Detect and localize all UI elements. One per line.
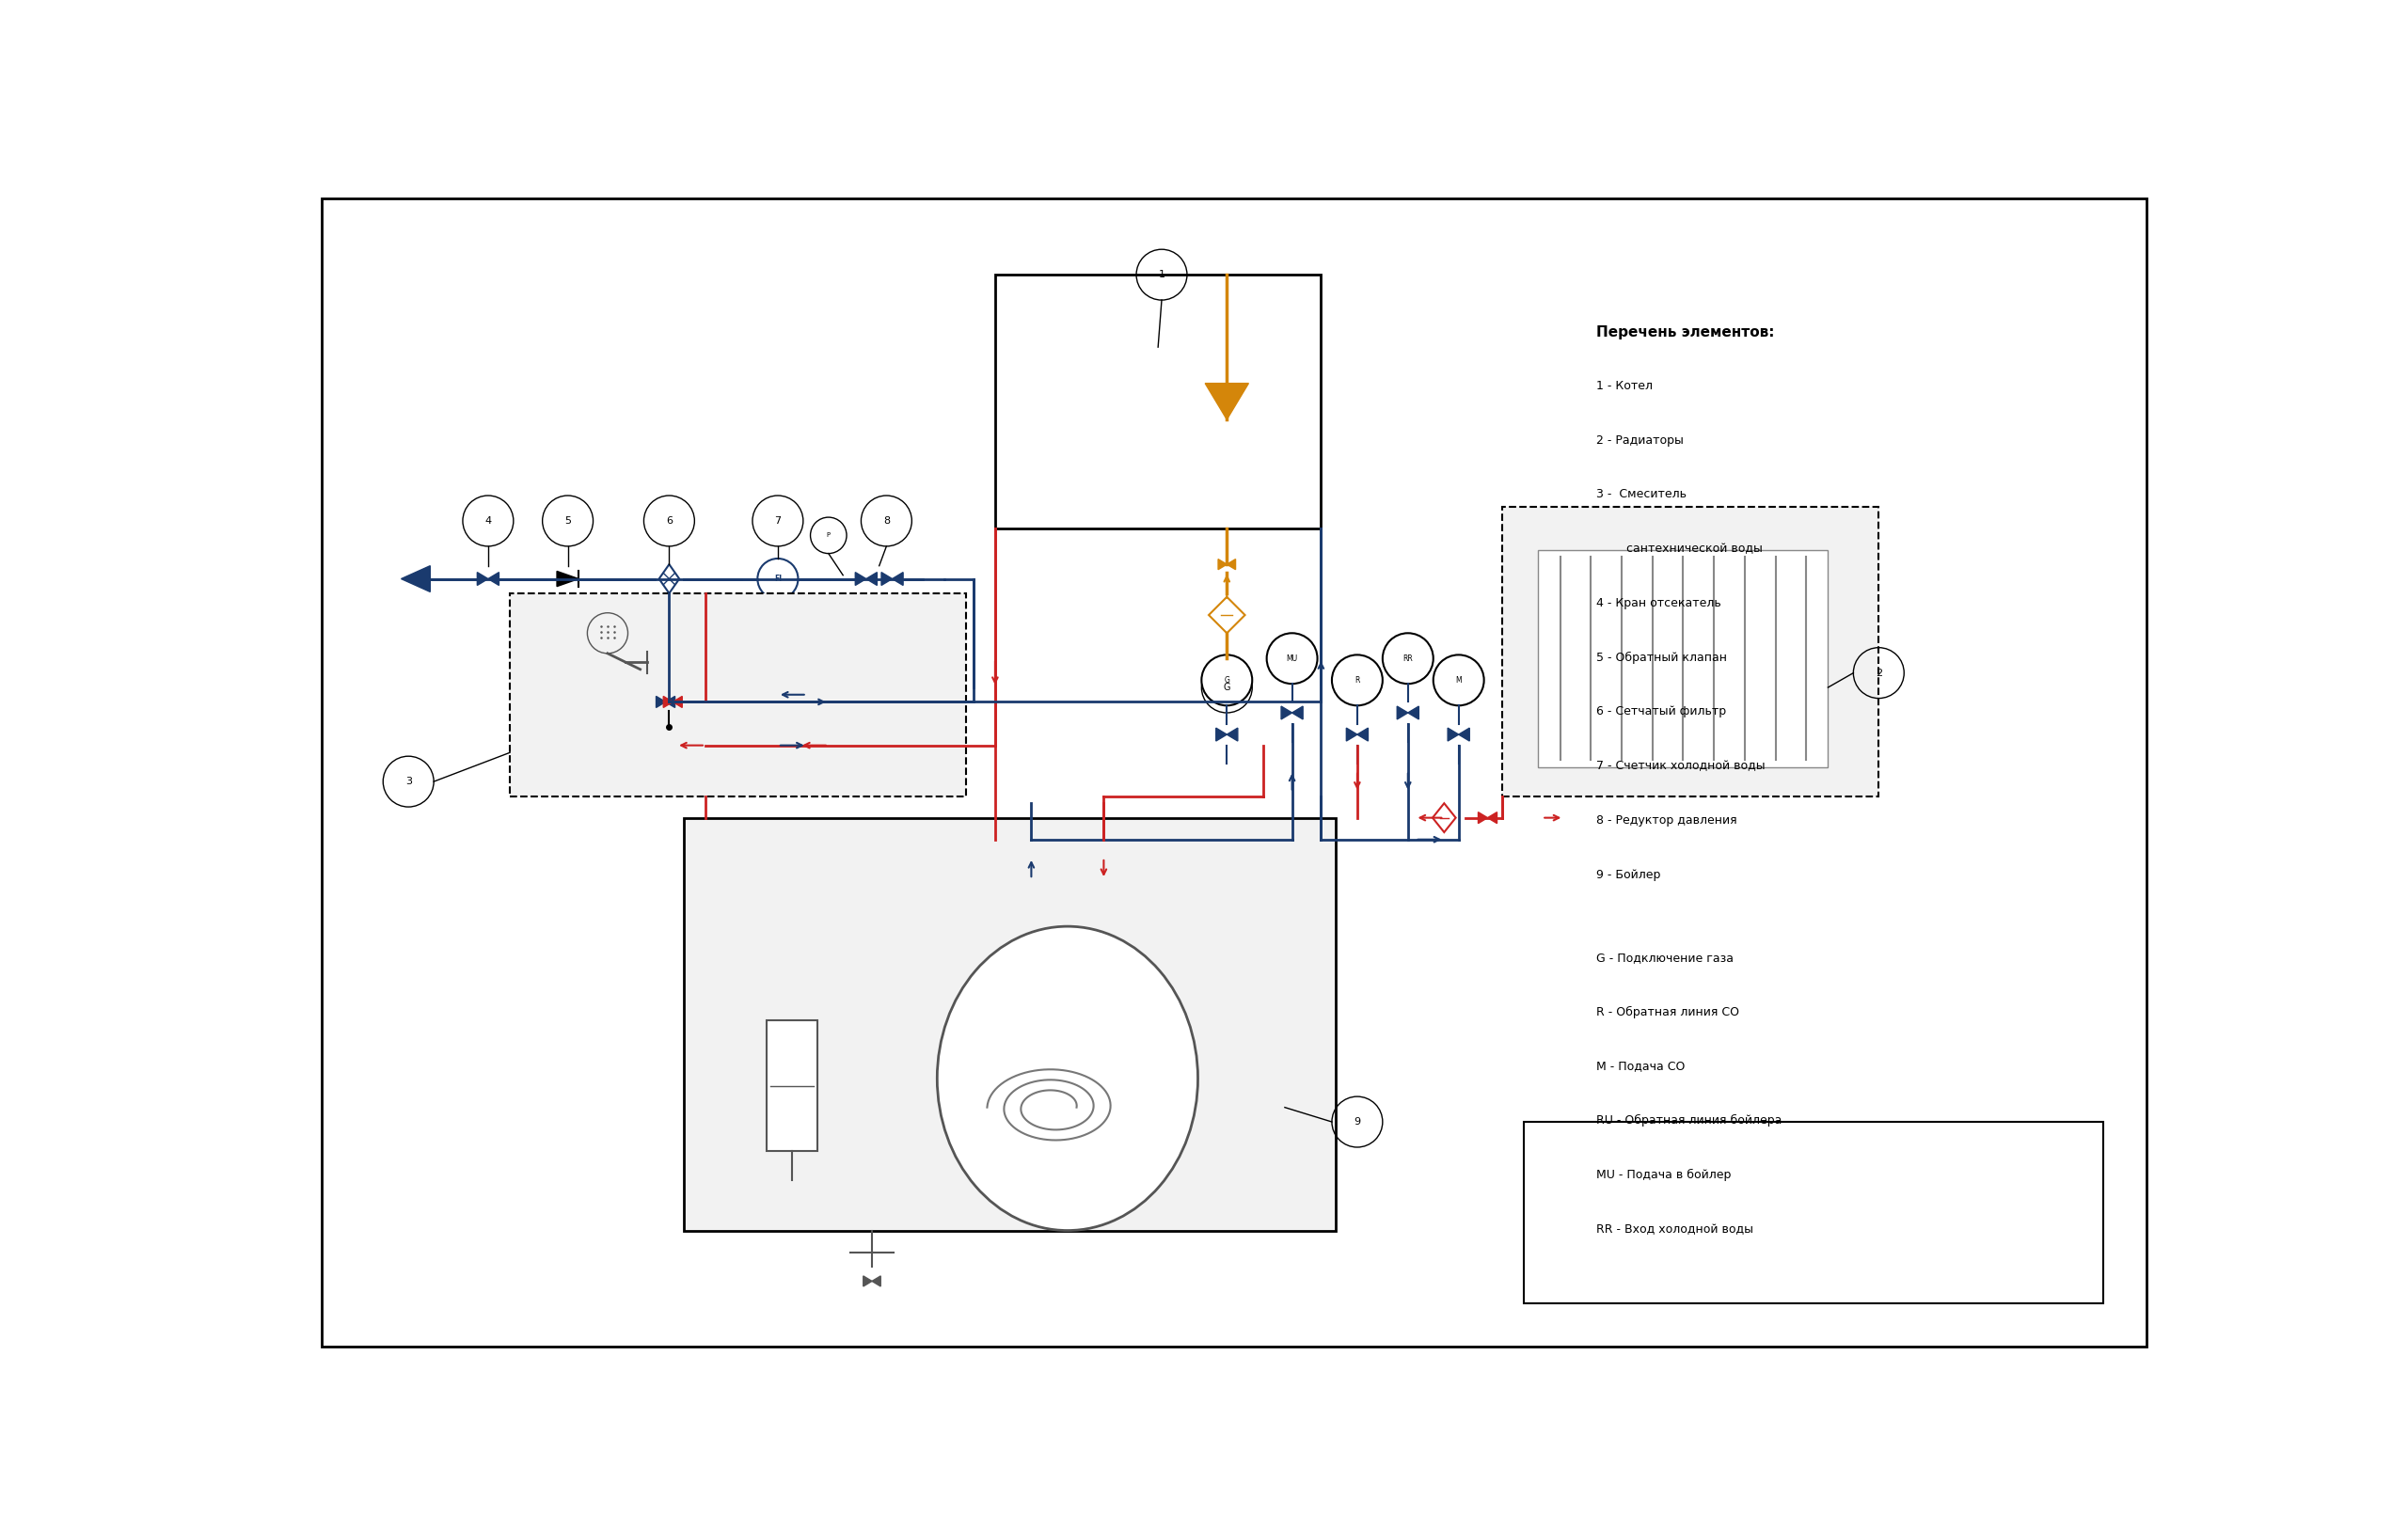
Text: RU - Обратная линия бойлера: RU - Обратная линия бойлера [1597,1115,1782,1127]
Text: 3 -  Смеситель: 3 - Смеситель [1597,488,1686,500]
Polygon shape [1281,706,1293,719]
Text: M: M [1454,676,1462,685]
Text: 5 - Обратный клапан: 5 - Обратный клапан [1597,651,1727,664]
Polygon shape [1358,728,1368,742]
Bar [1539,550,1828,768]
Text: 2 - Радиаторы: 2 - Радиаторы [1597,434,1683,446]
Polygon shape [655,696,665,708]
Text: 9 - Бойлер: 9 - Бойлер [1597,868,1662,881]
Text: 4: 4 [484,517,491,526]
Bar [766,1020,819,1151]
Polygon shape [1293,706,1303,719]
Text: Перечень элементов:: Перечень элементов: [1597,326,1775,339]
Circle shape [1433,654,1483,705]
Text: 5: 5 [563,517,571,526]
Text: 4 - Кран отсекатель: 4 - Кран отсекатель [1597,596,1722,609]
Polygon shape [1459,728,1469,742]
Text: 2: 2 [1876,668,1883,677]
Bar [684,818,1336,1231]
Text: сантехнической воды: сантехнической воды [1597,543,1763,555]
Text: G: G [1223,676,1230,685]
Text: G: G [1223,683,1230,693]
Polygon shape [893,572,903,586]
Polygon shape [1218,560,1226,569]
Polygon shape [1346,728,1358,742]
Polygon shape [672,696,681,708]
Text: 8: 8 [884,517,891,526]
Bar [510,593,966,797]
Polygon shape [1479,812,1488,824]
Text: 1: 1 [1158,271,1165,280]
Text: RR: RR [1404,654,1413,662]
Polygon shape [1397,706,1409,719]
Circle shape [759,558,797,599]
Polygon shape [1226,560,1235,569]
Circle shape [1202,654,1252,705]
Polygon shape [864,1275,872,1286]
Text: 3: 3 [405,777,412,786]
Text: R: R [1356,676,1361,685]
Text: 6 - Сетчатый фильтр: 6 - Сетчатый фильтр [1597,705,1727,717]
Text: R - Обратная линия СО: R - Обратная линия СО [1597,1006,1739,1018]
Text: 7: 7 [775,517,780,526]
Polygon shape [489,572,498,586]
Polygon shape [867,572,877,586]
Text: 9: 9 [1353,1118,1361,1127]
Polygon shape [477,572,489,586]
Polygon shape [881,572,893,586]
Text: P: P [826,532,831,538]
Polygon shape [402,566,431,592]
Bar [995,275,1322,528]
Polygon shape [855,572,867,586]
Text: 7 - Счетчик холодной воды: 7 - Счетчик холодной воды [1597,760,1765,772]
Circle shape [1267,633,1317,683]
Text: 8 - Редуктор давления: 8 - Редуктор давления [1597,813,1736,826]
Text: RR - Вход холодной воды: RR - Вход холодной воды [1597,1223,1753,1235]
Polygon shape [662,696,672,708]
Bar [1503,506,1878,797]
Polygon shape [556,572,578,587]
Polygon shape [1447,728,1459,742]
Text: M - Подача СО: M - Подача СО [1597,1060,1686,1072]
Circle shape [1332,654,1382,705]
Polygon shape [1216,728,1226,742]
Ellipse shape [937,927,1197,1231]
Circle shape [1382,633,1433,683]
Text: 1 - Котел: 1 - Котел [1597,379,1652,391]
Polygon shape [1488,812,1498,824]
Text: MU: MU [1286,654,1298,662]
Polygon shape [1204,384,1250,419]
Polygon shape [1409,706,1418,719]
Circle shape [811,517,848,553]
Polygon shape [1226,728,1238,742]
Bar [1524,1122,2102,1303]
Text: G - Подключение газа: G - Подключение газа [1597,951,1734,963]
Polygon shape [665,696,674,708]
Polygon shape [872,1275,881,1286]
Text: FI: FI [773,575,783,583]
Text: 6: 6 [667,517,672,526]
Text: MU - Подача в бойлер: MU - Подача в бойлер [1597,1170,1731,1182]
